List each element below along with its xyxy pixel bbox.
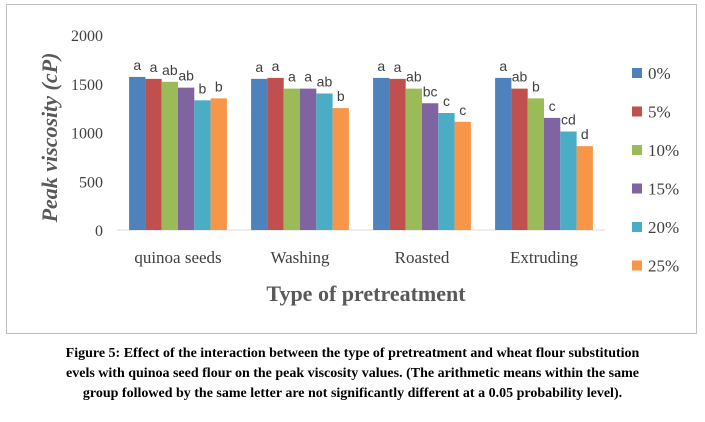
category-label: quinoa seeds [134, 248, 221, 267]
bar [178, 87, 195, 231]
bar-data-label: c [459, 102, 466, 118]
bar [332, 108, 349, 230]
category-label: Roasted [395, 248, 450, 267]
bar-data-label: ab [406, 69, 422, 85]
bar-data-label: b [199, 80, 207, 96]
y-tick-label: 2000 [71, 28, 103, 45]
bar-data-label: a [499, 58, 507, 74]
bars-group [129, 76, 593, 231]
legend: 0% 5% 10% 15% 20% 25% [632, 64, 679, 276]
bar-data-label: b [215, 78, 223, 94]
bar [316, 93, 333, 230]
legend-swatch [632, 222, 642, 232]
legend-label: 10% [648, 141, 679, 160]
bar [560, 131, 577, 230]
category-labels-group: quinoa seeds Washing Roasted Extruding [134, 248, 578, 267]
bar-data-label: ab [162, 62, 178, 78]
bar-data-label: a [288, 69, 296, 85]
y-tick-label: 0 [95, 223, 103, 240]
bar [495, 77, 512, 231]
bar-data-label: ab [178, 68, 194, 84]
caption-line-3: group followed by the same letter are no… [82, 386, 623, 401]
bar [129, 76, 146, 230]
legend-label: 20% [648, 218, 679, 237]
legend-swatch [632, 106, 642, 117]
caption-line-1: Figure 5: Effect of the interaction betw… [65, 346, 640, 361]
y-tick-label: 1000 [71, 126, 103, 143]
bar-data-label: c [549, 98, 556, 114]
bar [405, 88, 422, 230]
bar-data-label: cd [561, 112, 576, 128]
caption-line-2: evels with quinoa seed flour on the peak… [66, 366, 639, 381]
x-axis-title: Type of pretreatment [266, 281, 466, 306]
y-axis-title: Peak viscosity (cP) [37, 53, 62, 224]
bar-data-label: a [377, 58, 385, 74]
bar [251, 78, 268, 230]
bar-data-label: a [133, 57, 141, 73]
y-axis-ticks: 0 500 1000 1500 2000 [71, 28, 103, 240]
bar-data-label: a [150, 59, 158, 75]
legend-swatch [632, 68, 642, 78]
chart-frame: 0 500 1000 1500 2000 a a ab ab b b a a a a ab b a a ab bc c c… [6, 4, 697, 334]
bar-data-label: d [581, 126, 589, 142]
bar-data-label: ab [512, 69, 528, 85]
category-label: Extruding [510, 248, 578, 267]
bar [576, 146, 593, 230]
bar [389, 78, 406, 230]
bar [544, 117, 561, 230]
bar [438, 113, 455, 230]
bar [283, 88, 300, 230]
bar [373, 77, 390, 231]
bar [145, 78, 162, 230]
category-label: Washing [270, 248, 330, 267]
figure-caption: Figure 5: Effect of the interaction betw… [8, 344, 697, 404]
y-tick-label: 1500 [71, 77, 103, 94]
bar-data-label: b [532, 78, 540, 94]
bar-data-label: a [394, 59, 402, 75]
bar-data-label: bc [423, 83, 438, 99]
bar-data-label: ab [317, 74, 333, 90]
bar [161, 81, 178, 230]
legend-swatch [632, 145, 642, 155]
legend-swatch [632, 183, 642, 194]
legend-label: 15% [648, 180, 679, 199]
bar-data-label: a [304, 69, 312, 85]
bar-data-label: a [272, 58, 280, 74]
bar [527, 98, 544, 230]
bar [511, 88, 528, 230]
bar [194, 100, 211, 230]
y-tick-label: 500 [79, 174, 103, 191]
bar-data-label: b [337, 88, 345, 104]
legend-label: 25% [648, 257, 679, 276]
bar [422, 103, 439, 230]
bar-data-label: a [255, 59, 263, 75]
bar [210, 98, 227, 230]
legend-label: 0% [648, 64, 671, 83]
bar-data-label: c [443, 93, 450, 109]
bar [454, 121, 471, 230]
bar [300, 88, 317, 230]
legend-swatch [632, 260, 642, 271]
bar [267, 77, 284, 231]
legend-label: 5% [648, 103, 671, 122]
